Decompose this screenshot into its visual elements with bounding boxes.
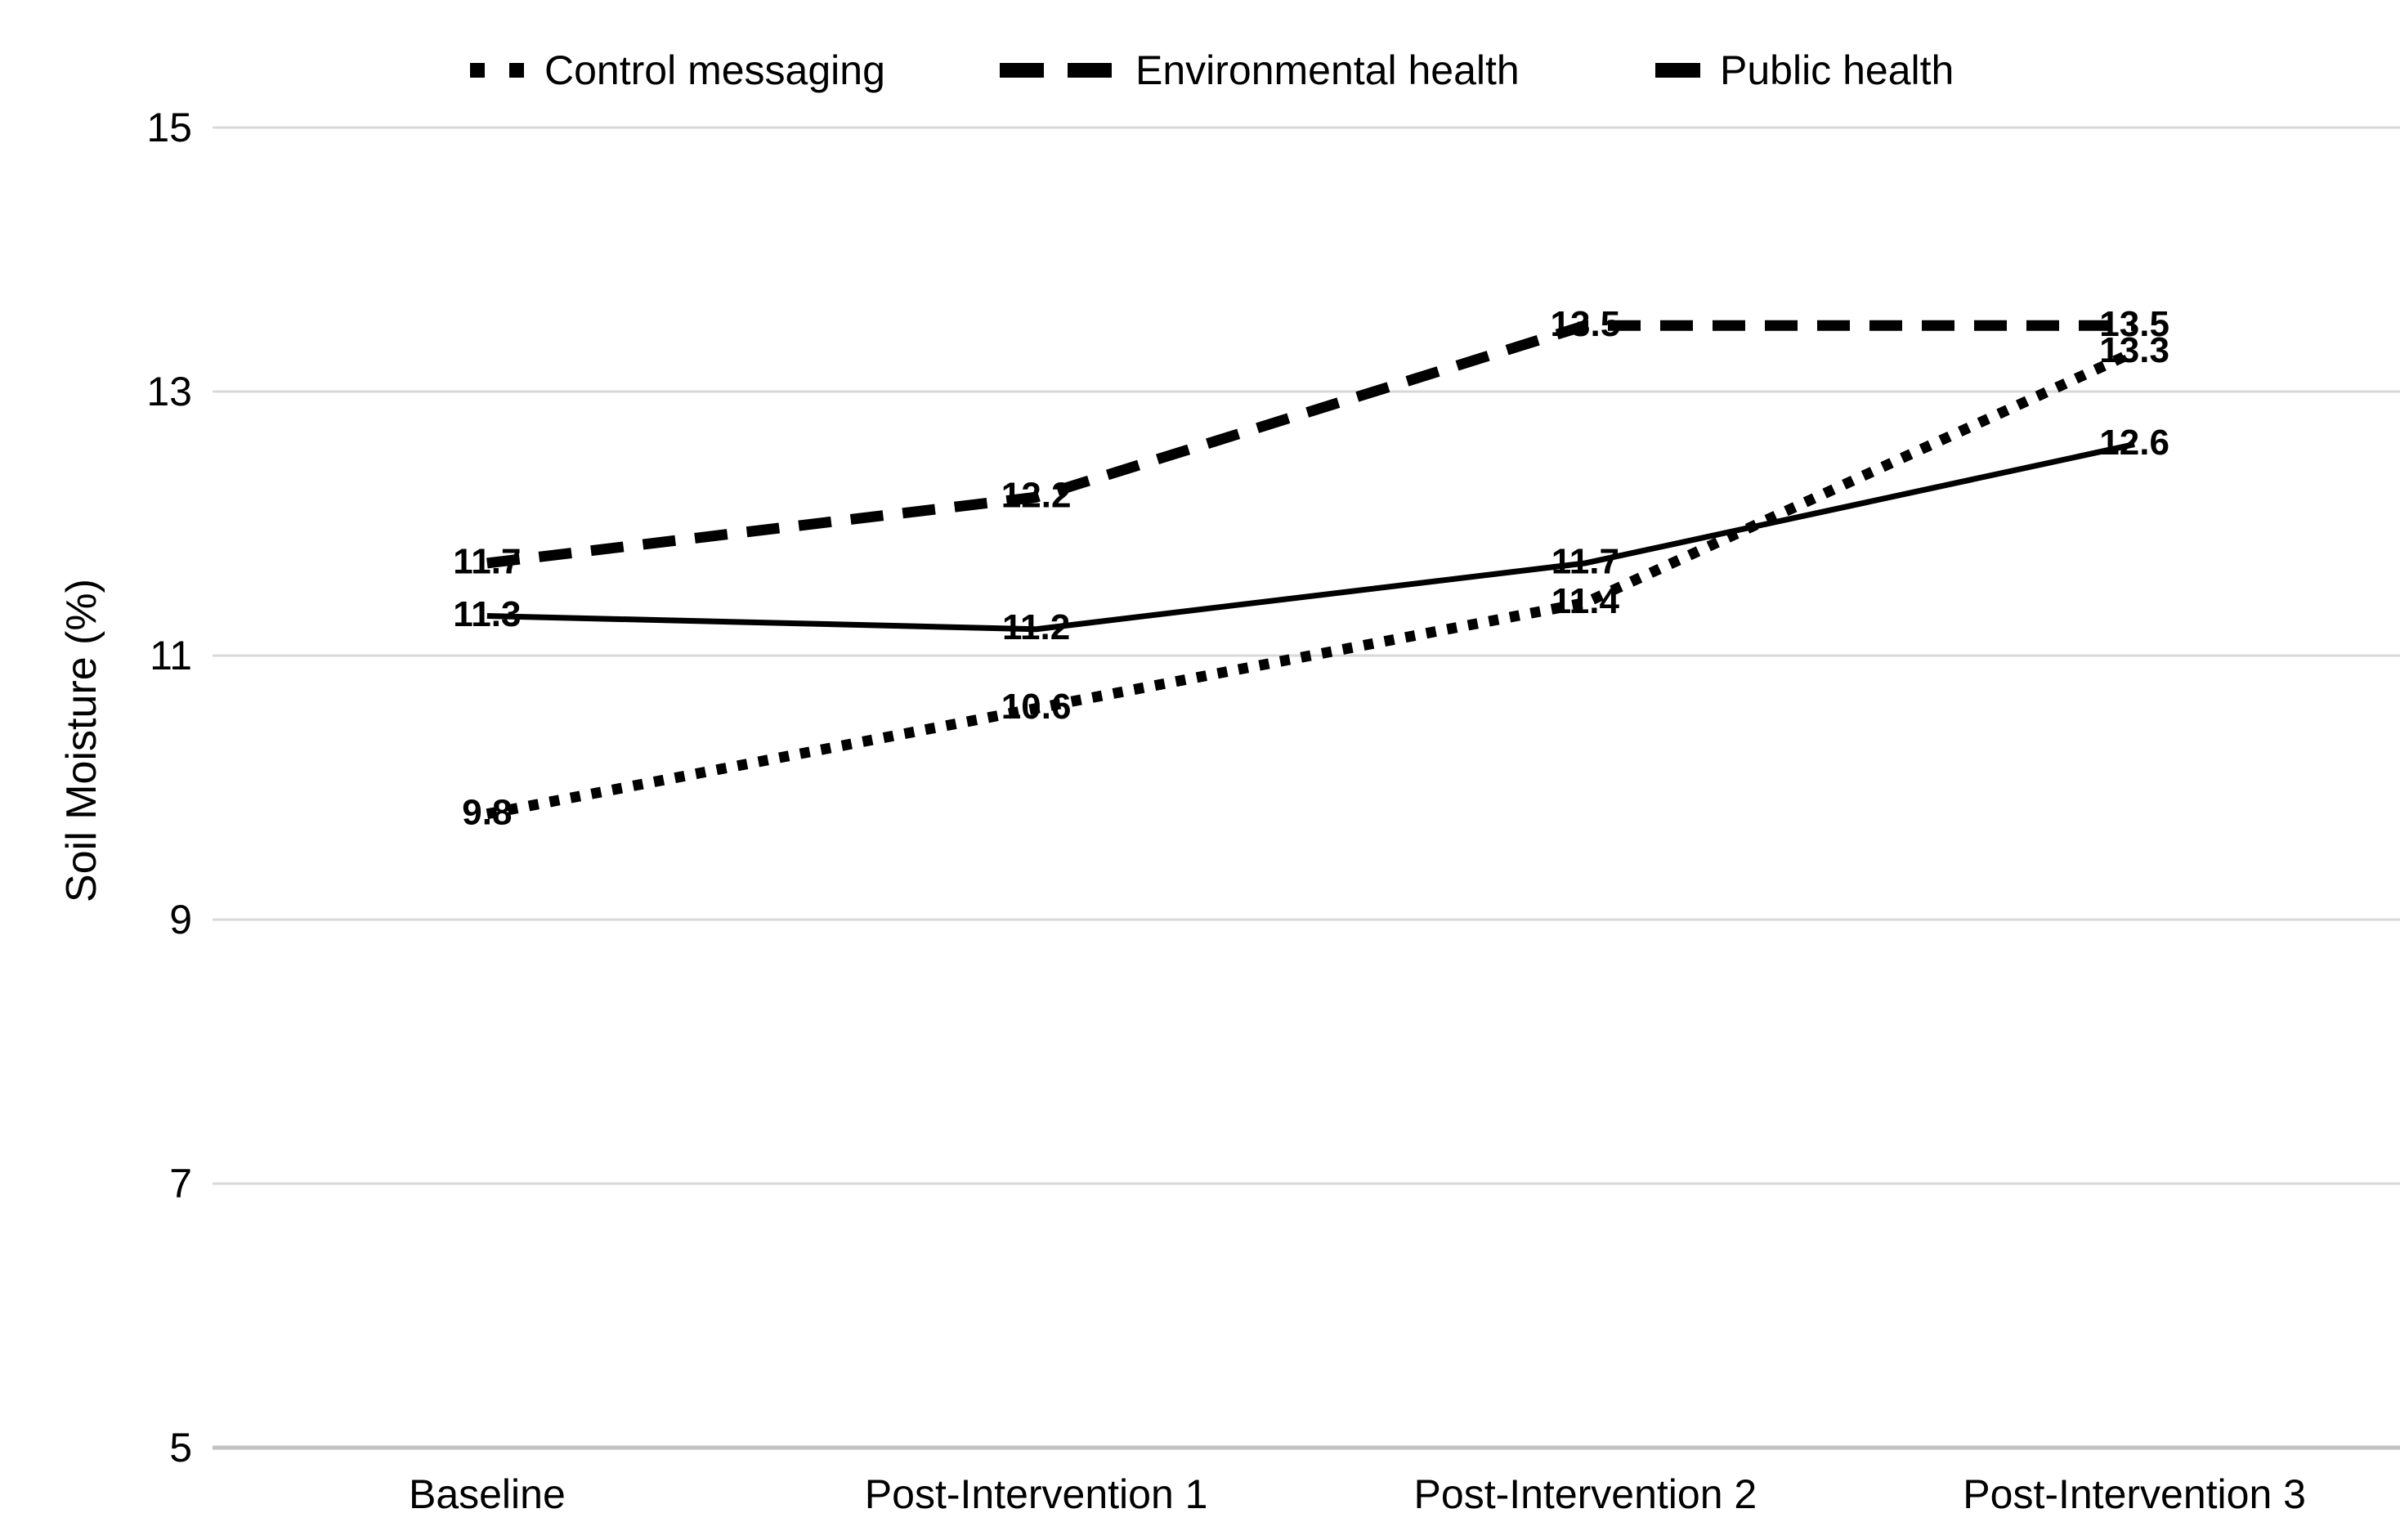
series-line-dotted: [486, 347, 2137, 820]
data-label-solid-1: 11.3: [453, 594, 521, 634]
data-label-dashed-4: 13.5: [2099, 304, 2169, 344]
data-label-dashed-2: 12.2: [1001, 476, 1072, 516]
legend-item-solid: [1655, 63, 1700, 78]
soil-moisture-line-chart: 15 13 11 9 7 5 Baseline Post-Intervention 1 Post…: [33, 13, 2400, 1540]
y-tick-label-9: 9: [169, 897, 192, 942]
x-axis-label-2: Post-Intervention 1: [865, 1471, 1208, 1517]
data-label-dotted-2: 10.6: [1001, 687, 1072, 727]
data-label-solid-4: 12.6: [2099, 423, 2169, 463]
data-label-dashed-1: 11.7: [453, 541, 521, 581]
y-tick-label-11: 11: [150, 633, 192, 678]
data-label-dotted-4: 13.3: [2099, 330, 2169, 370]
legend-marker-dotted-1: [470, 63, 485, 78]
y-tick-label-7: 7: [169, 1161, 192, 1206]
chart-legend: [470, 63, 1700, 78]
x-axis-label-1: Baseline: [409, 1471, 566, 1517]
legend-marker-solid-1: [1655, 63, 1700, 78]
data-label-solid-2: 11.2: [1002, 607, 1070, 647]
legend-marker-dashed-2: [1068, 63, 1112, 78]
legend-item-dashed: [1000, 63, 1112, 78]
legend-label-1: Control messaging: [544, 47, 885, 93]
legend-marker-dashed-1: [1000, 63, 1044, 78]
y-tick-label-5: 5: [169, 1425, 192, 1471]
x-axis-label-4: Post-Intervention 3: [1963, 1471, 2306, 1517]
legend-item-dotted: [470, 63, 524, 78]
legend-label-3: Public health: [1720, 47, 1954, 93]
chart-svg: 15 13 11 9 7 5 Baseline Post-Intervention 1 Post…: [58, 47, 2400, 1517]
data-label-dotted-3: 11.4: [1551, 581, 1620, 621]
legend-label-2: Environmental health: [1135, 47, 1520, 93]
y-tick-label-13: 13: [146, 369, 192, 414]
series-line-solid: [486, 441, 2135, 633]
data-label-dotted-1: 9.8: [462, 792, 512, 832]
x-axis-label-3: Post-Intervention 2: [1414, 1471, 1757, 1517]
legend-marker-dotted-2: [509, 63, 524, 78]
y-tick-label-15: 15: [146, 105, 192, 150]
data-label-solid-3: 11.7: [1551, 541, 1619, 581]
series-line-dashed: [486, 320, 2135, 569]
data-label-dashed-3: 13.5: [1551, 304, 1621, 344]
y-axis-title: Soil Moisture (%): [58, 579, 105, 902]
